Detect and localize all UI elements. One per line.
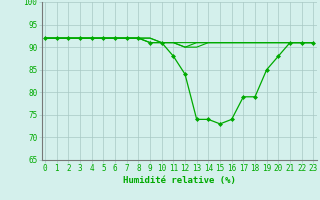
- X-axis label: Humidité relative (%): Humidité relative (%): [123, 176, 236, 185]
